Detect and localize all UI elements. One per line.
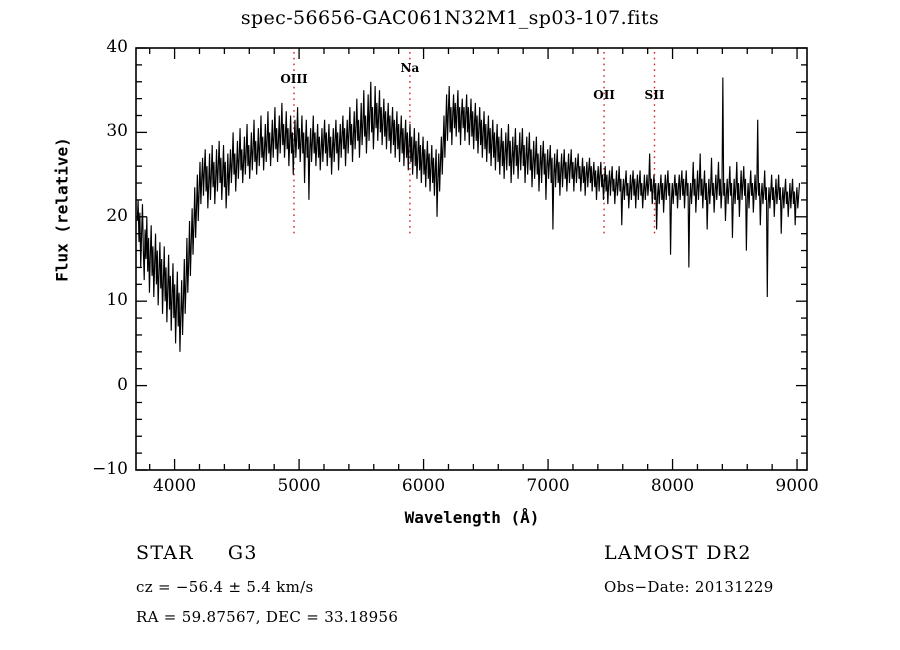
spectral-type: G3 (227, 542, 258, 564)
spectral-line-label-na: Na (400, 61, 420, 76)
y-tick-label: 40 (106, 37, 128, 57)
obs-date: Obs−Date: 20131229 (604, 578, 774, 596)
y-tick-label: 0 (117, 374, 128, 395)
x-tick-label: 7000 (526, 476, 570, 496)
metadata-footer: STAR G3 cz = −56.4 ± 5.4 km/s RA = 59.875… (0, 534, 900, 650)
spectral-line-label-sii: SII (644, 88, 665, 103)
spectral-line-label-oiii: OIII (280, 72, 308, 87)
chart-canvas: Flux (relative) Wavelength (Å) 4000 5000 6… (53, 37, 819, 527)
x-tick-label: 4000 (152, 476, 197, 496)
y-tick-label: 10 (106, 290, 128, 311)
survey-name: LAMOST DR2 (604, 542, 752, 564)
object-class: STAR (136, 542, 194, 564)
x-tick-label: 6000 (401, 476, 446, 496)
x-tick-label: 9000 (775, 476, 819, 496)
coordinates: RA = 59.87567, DEC = 33.18956 (136, 608, 399, 626)
page-title: spec-56656-GAC061N32M1_sp03-107.fits (240, 7, 660, 29)
radial-velocity: cz = −56.4 ± 5.4 km/s (136, 578, 314, 596)
x-axis-title: Wavelength (Å) (404, 508, 540, 527)
y-tick-label: −10 (92, 459, 128, 479)
y-tick-label: 20 (106, 205, 128, 226)
y-tick-label: 30 (106, 121, 128, 142)
spectrum-chart-svg (135, 47, 808, 471)
object-class-and-type: STAR G3 (136, 542, 258, 564)
spectral-line-label-oii: OII (593, 88, 615, 103)
x-tick-label: 8000 (650, 476, 695, 496)
x-tick-label: 5000 (277, 476, 321, 496)
